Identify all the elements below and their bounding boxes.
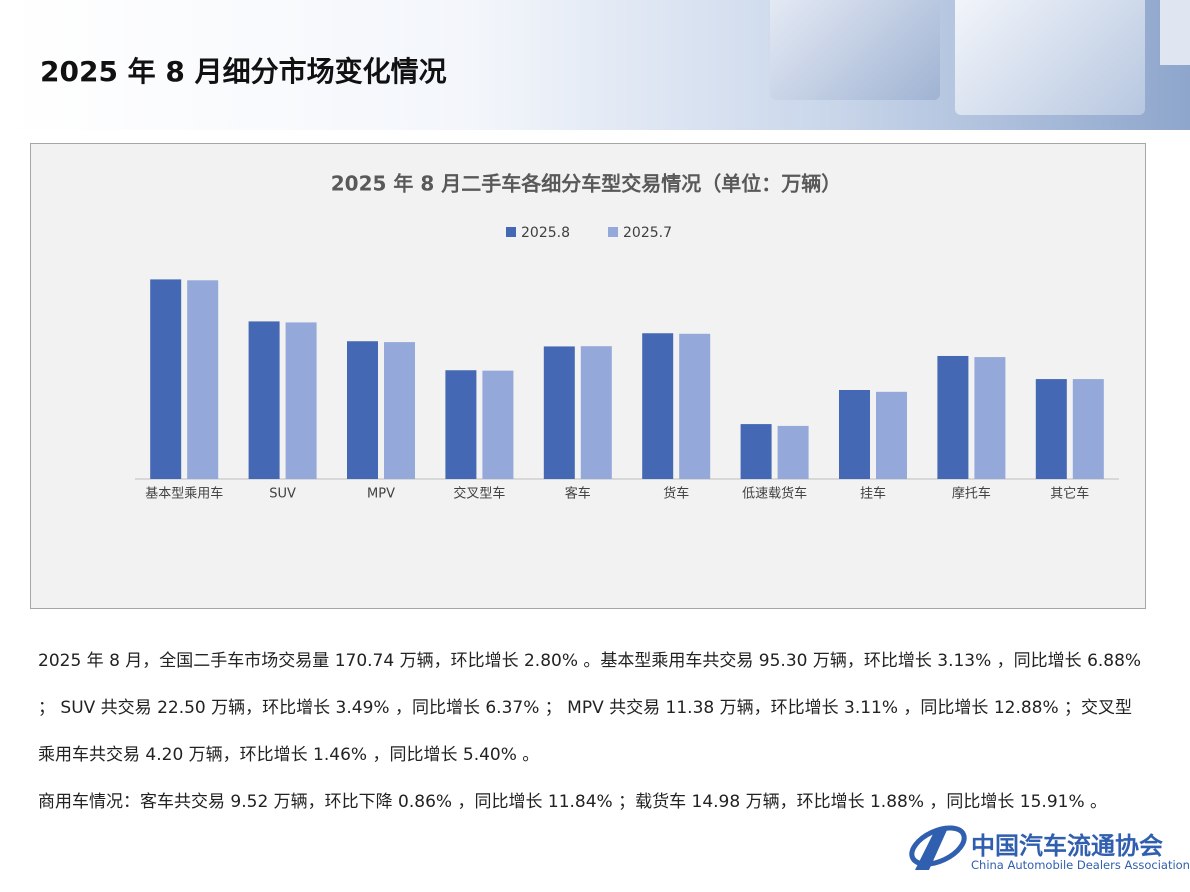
- logo: 中国汽车流通协会 China Automobile Dealers Associ…: [905, 820, 1190, 880]
- bar: [150, 279, 182, 479]
- x-tick-label: 摩托车: [952, 486, 991, 502]
- paragraph: 2025 年 8 月，全国二手车市场交易量 170.74 万辆，环比增长 2.8…: [38, 651, 1142, 765]
- x-tick-label: 客车: [565, 486, 591, 502]
- bar: [347, 341, 378, 479]
- x-tick-label: 低速载货车: [742, 486, 807, 502]
- bar: [248, 321, 280, 479]
- decor: [770, 0, 940, 100]
- x-tick-label: SUV: [269, 487, 296, 502]
- decor: [955, 0, 1145, 115]
- bar: [740, 424, 772, 479]
- bar: [543, 346, 575, 479]
- bar: [1035, 379, 1067, 479]
- bar: [482, 370, 514, 479]
- x-tick-label: 货车: [663, 486, 689, 502]
- paragraph: 商用车情况：客车共交易 9.52 万辆，环比下降 0.86% ，同比增长 11.…: [38, 792, 1108, 812]
- bar: [777, 425, 809, 479]
- logo-english: China Automobile Dealers Association: [971, 858, 1190, 872]
- bar: [285, 322, 317, 479]
- x-tick-label: 基本型乘用车: [145, 486, 223, 502]
- bar: [384, 342, 415, 479]
- chart-frame: 2025 年 8 月二手车各细分车型交易情况（单位：万辆） 2025.8 2025…: [30, 143, 1146, 609]
- logo-icon: [909, 825, 967, 870]
- legend-swatch: [608, 227, 618, 237]
- chart-title: 2025 年 8 月二手车各细分车型交易情况（单位：万辆）: [331, 172, 841, 196]
- legend-swatch: [506, 227, 516, 237]
- legend-label: 2025.8: [521, 225, 570, 241]
- x-tick-label: 挂车: [860, 486, 886, 502]
- page-title: 2025 年 8 月细分市场变化情况: [40, 55, 447, 88]
- bar: [445, 370, 477, 479]
- header: 2025 年 8 月细分市场变化情况: [0, 0, 1190, 130]
- x-tick-label: 交叉型车: [453, 486, 505, 502]
- bar: [937, 355, 969, 479]
- bar: [839, 389, 870, 479]
- x-tick-label: 其它车: [1050, 486, 1089, 502]
- x-tick-label: MPV: [367, 487, 395, 502]
- bar: [974, 357, 1006, 479]
- legend-label: 2025.7: [623, 225, 672, 241]
- logo-name: 中国汽车流通协会: [971, 831, 1163, 860]
- chart: 2025 年 8 月二手车各细分车型交易情况（单位：万辆） 2025.8 2025…: [135, 172, 1119, 502]
- bar: [679, 333, 711, 479]
- bar: [187, 280, 219, 479]
- bar: [580, 346, 612, 479]
- bar: [642, 333, 674, 479]
- bar: [876, 391, 907, 479]
- bar: [1072, 379, 1104, 479]
- decor: [1160, 0, 1190, 65]
